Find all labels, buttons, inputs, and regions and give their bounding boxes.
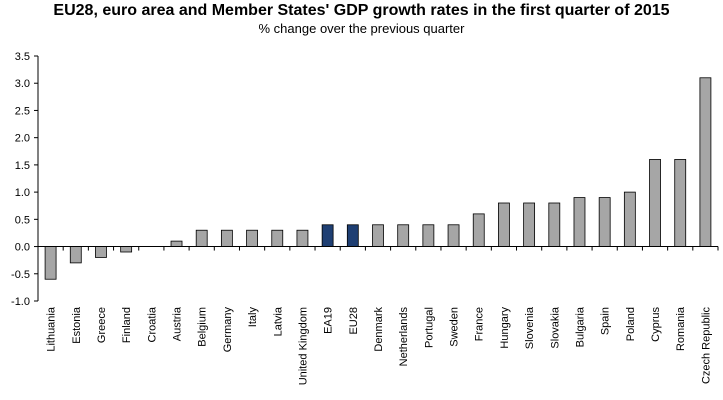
x-tick-label: Lithuania (46, 306, 58, 352)
x-tick-label: Estonia (71, 306, 83, 344)
bar-austria (170, 240, 183, 247)
bars (44, 77, 712, 280)
x-tick-label: Slovakia (549, 306, 561, 348)
bar-germany (220, 229, 233, 247)
bar-denmark (372, 224, 384, 247)
x-tick-label: Poland (625, 307, 637, 341)
bar-lithuania (44, 246, 57, 280)
bar-greece (95, 246, 107, 258)
x-tick-label: Latvia (272, 306, 284, 336)
bar-spain (598, 197, 611, 247)
bar-romania (674, 159, 687, 247)
y-tick-label: 0.0 (15, 242, 30, 254)
x-tick-label: Cyprus (650, 307, 662, 342)
chart-title: EU28, euro area and Member States' GDP g… (53, 2, 670, 19)
y-tick-label: -1.0 (11, 296, 30, 308)
x-tick-label: Romania (675, 306, 687, 351)
bar-estonia (69, 246, 82, 264)
bar-slovenia (523, 202, 536, 247)
bar-united-kingdom (296, 229, 309, 247)
bar-sweden (447, 224, 460, 247)
y-tick-label: 2.0 (15, 133, 30, 145)
bar-ea19 (321, 224, 334, 247)
x-tick-label: Croatia (146, 306, 158, 342)
x-tick-label: Germany (222, 307, 234, 353)
y-tick-label: 3.0 (15, 78, 30, 90)
x-tick-label: United Kingdom (297, 307, 309, 385)
bar-latvia (271, 229, 284, 247)
x-tick-label: Slovenia (524, 306, 536, 349)
bar-cyprus (649, 159, 661, 247)
x-tick-label: Austria (172, 306, 184, 341)
bar-netherlands (397, 224, 410, 247)
bar-italy (246, 229, 258, 247)
y-tick-label: 3.5 (15, 51, 30, 63)
x-axis-labels: Lithuania Estonia Greece Finland Croatia Aust… (46, 306, 713, 385)
x-tick-label: Denmark (373, 307, 385, 352)
x-tick-label: Spain (600, 307, 612, 335)
zero-baseline (37, 246, 719, 251)
x-tick-label: Greece (96, 307, 108, 343)
x-tick-label: Netherlands (398, 307, 410, 367)
x-tick-label: EA19 (323, 307, 335, 334)
chart-subtitle: % change over the previous quarter (258, 21, 465, 36)
x-tick-label: France (474, 307, 486, 341)
y-tick-label: 2.5 (15, 105, 30, 117)
y-tick-label: -0.5 (11, 269, 30, 281)
x-tick-label: Hungary (499, 307, 511, 349)
y-tick-label: 1.5 (15, 160, 30, 172)
x-tick-label: Italy (247, 307, 259, 328)
bar-slovakia (548, 202, 561, 247)
x-tick-label: Finland (121, 307, 133, 343)
bar-czech-republic (699, 77, 712, 247)
bar-france (472, 213, 485, 247)
y-axis: -1.0 -0.5 0.0 0.5 1.0 1.5 2.0 2.5 3.0 3.5 (11, 51, 39, 308)
bar-hungary (498, 202, 510, 247)
x-tick-label: Portugal (423, 307, 435, 348)
bar-eu28 (346, 224, 359, 247)
bar-bulgaria (573, 197, 586, 247)
bar-poland (623, 191, 636, 247)
bar-portugal (422, 224, 435, 247)
bar-belgium (195, 229, 208, 247)
x-tick-label: EU28 (348, 307, 360, 335)
x-tick-label: Belgium (197, 307, 209, 347)
x-tick-label: Czech Republic (700, 307, 712, 385)
x-tick-label: Bulgaria (574, 306, 586, 347)
y-tick-label: 1.0 (15, 187, 30, 199)
x-tick-label: Sweden (449, 307, 461, 347)
bar-finland (120, 246, 133, 253)
y-tick-label: 0.5 (15, 214, 30, 226)
